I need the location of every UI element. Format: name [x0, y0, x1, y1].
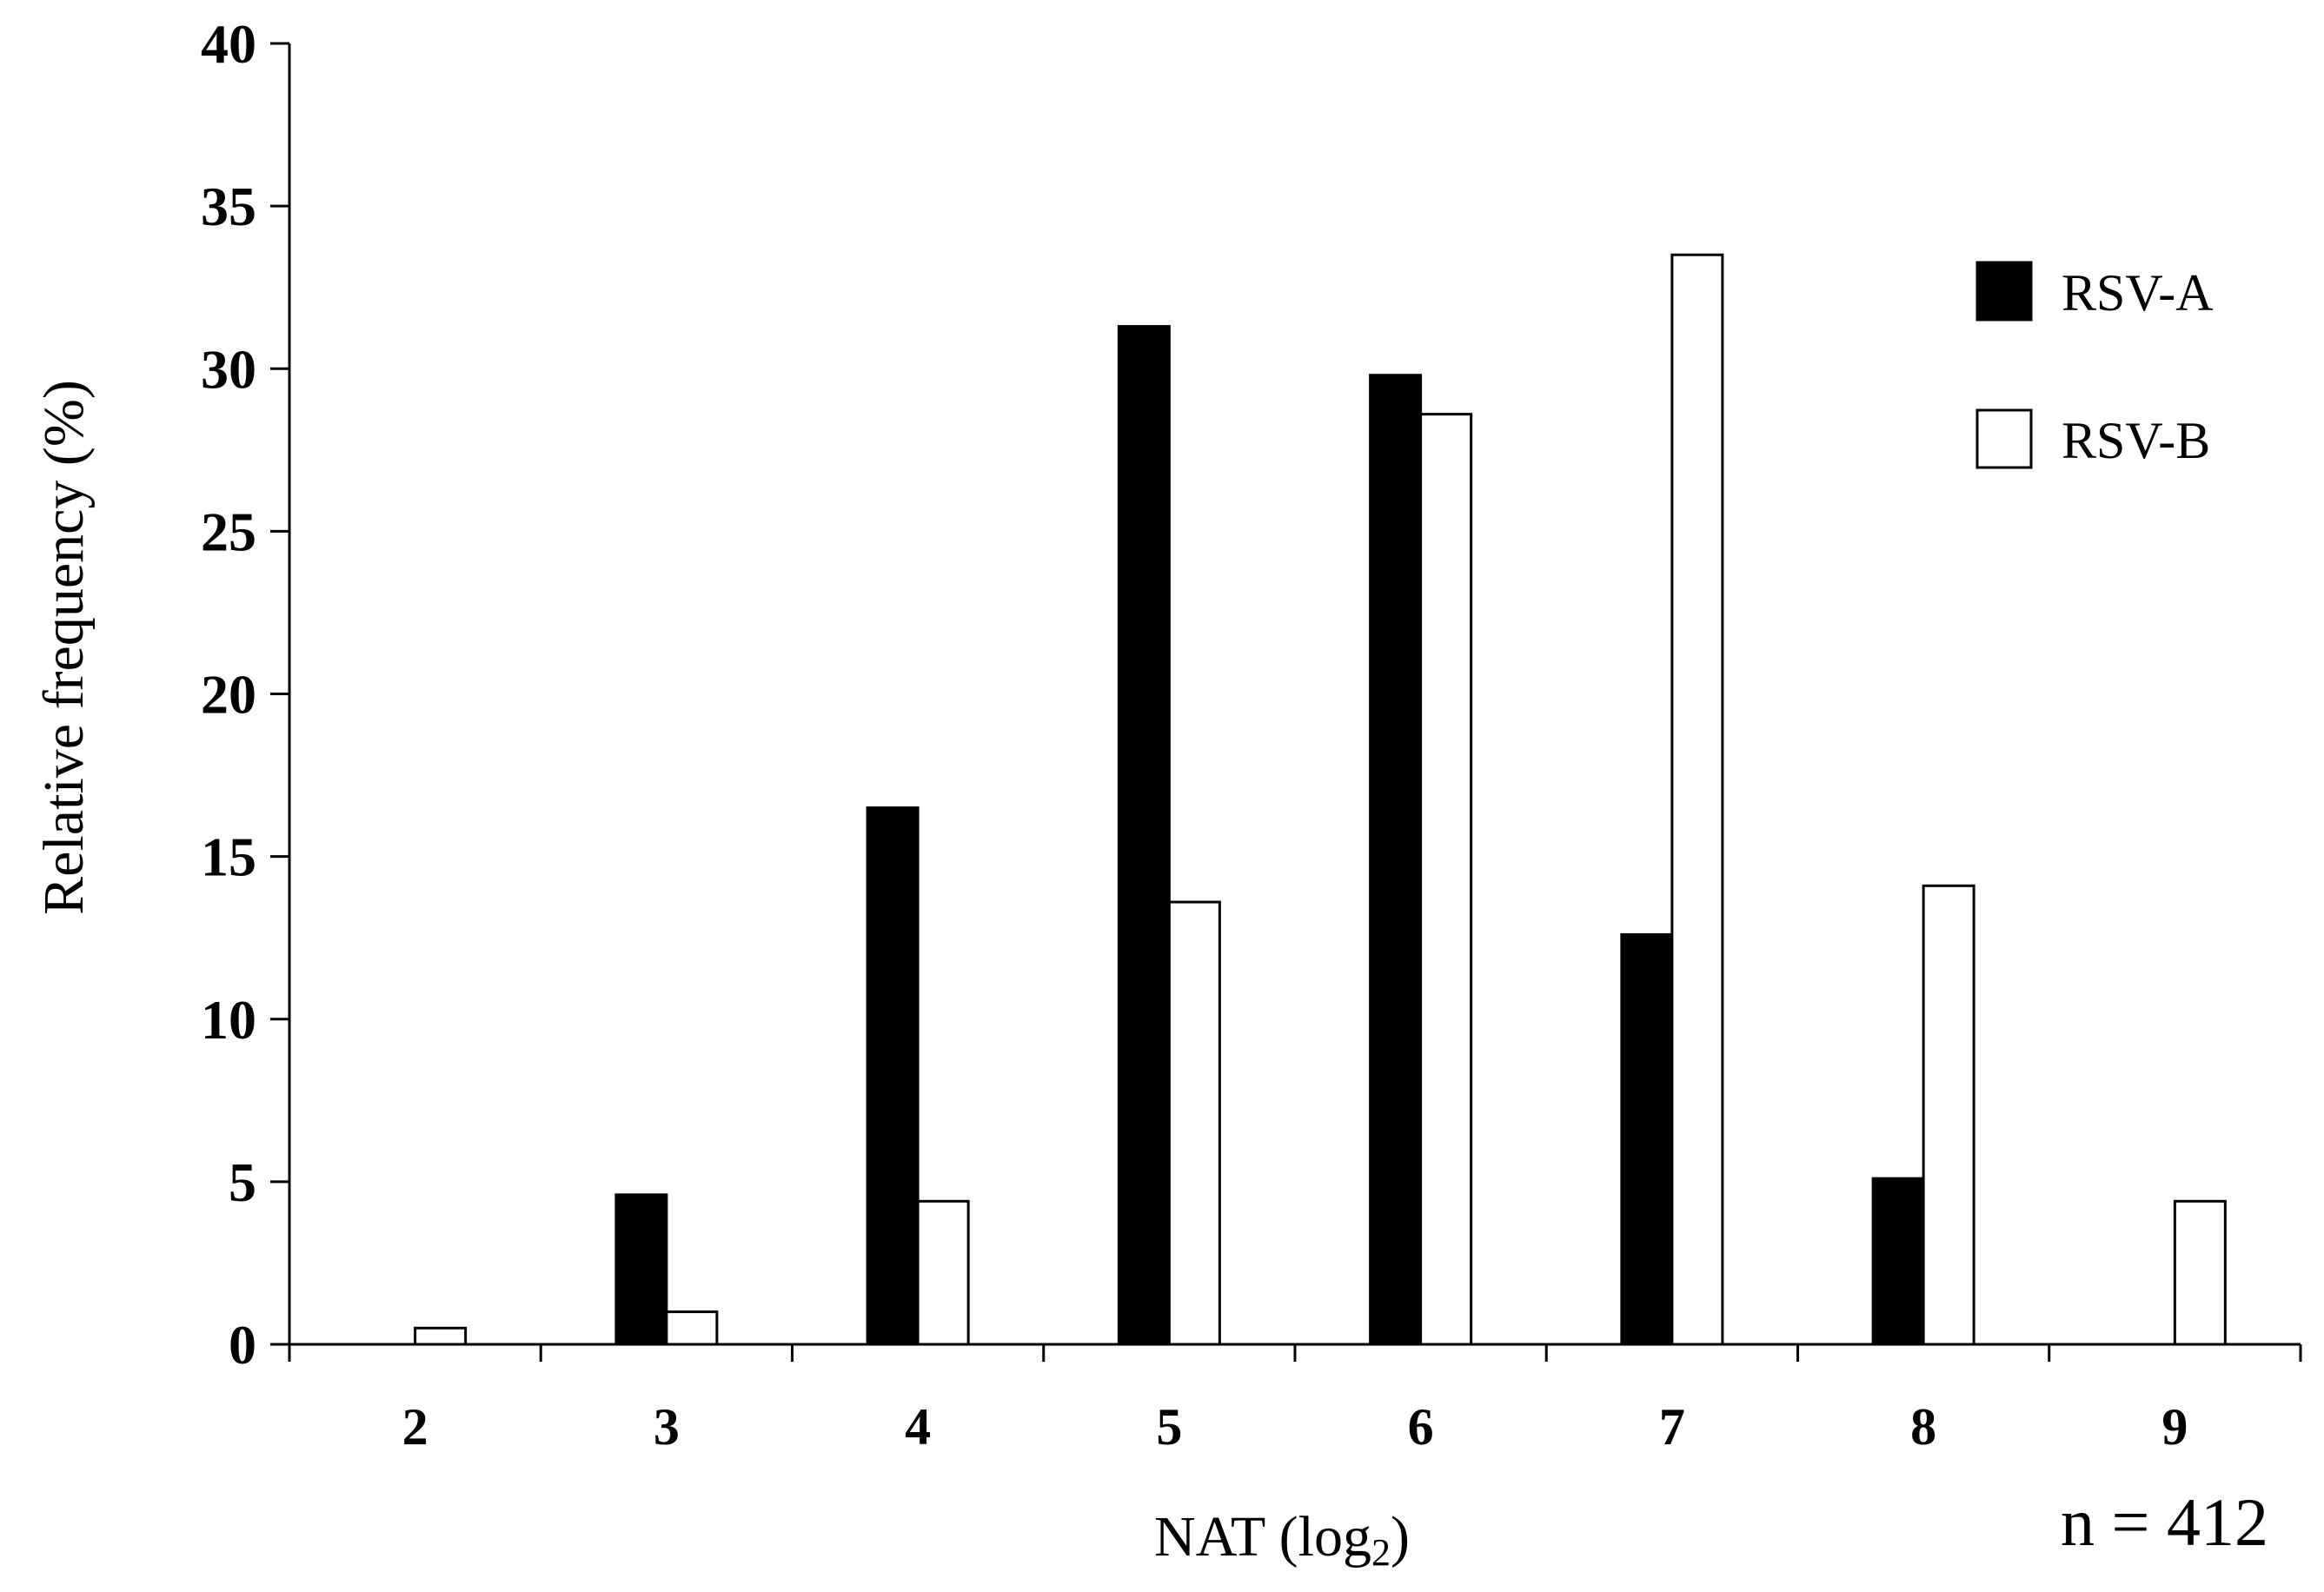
legend: RSV-A RSV-B — [1975, 261, 2214, 469]
bars-layer — [414, 253, 2227, 1346]
bar-rsv-b-3 — [665, 1310, 719, 1346]
x-tick-label-4: 4 — [905, 1398, 931, 1456]
axes-layer — [270, 42, 2302, 1362]
x-tick-label-7: 7 — [1659, 1398, 1685, 1456]
bar-rsv-a-8 — [1871, 1177, 1925, 1346]
bar-rsv-a-3 — [614, 1193, 668, 1346]
bar-rsv-a-4 — [866, 806, 920, 1346]
x-tick-label-5: 5 — [1156, 1398, 1182, 1456]
bar-rsv-b-5 — [1167, 900, 1221, 1346]
y-tick-label-5: 5 — [229, 1151, 256, 1213]
bar-rsv-b-6 — [1419, 413, 1473, 1346]
bar-rsv-b-2 — [414, 1326, 468, 1346]
y-tick-label-40: 40 — [201, 13, 256, 75]
legend-label-rsv-b: RSV-B — [2062, 412, 2210, 469]
legend-swatch-rsv-a — [1975, 261, 2033, 322]
x-axis-title-subscript: 2 — [1371, 1531, 1391, 1574]
bar-rsv-b-8 — [1922, 884, 1975, 1346]
y-tick-label-0: 0 — [229, 1314, 256, 1376]
y-tick-label-10: 10 — [201, 989, 256, 1051]
bar-rsv-b-9 — [2173, 1199, 2227, 1346]
legend-swatch-rsv-b — [1975, 408, 2033, 469]
legend-label-rsv-a: RSV-A — [2062, 264, 2214, 322]
x-tick-label-2: 2 — [402, 1398, 428, 1456]
x-tick-label-6: 6 — [1408, 1398, 1434, 1456]
y-axis-title: Relative frequency (%) — [32, 380, 96, 915]
x-axis-title: NAT (log2) — [1154, 1505, 1410, 1574]
x-tick-label-3: 3 — [654, 1398, 680, 1456]
bar-rsv-b-7 — [1670, 253, 1724, 1346]
x-axis-title-suffix: ) — [1391, 1505, 1410, 1569]
x-axis-title-main: NAT (log — [1154, 1505, 1371, 1569]
y-tick-label-15: 15 — [201, 826, 256, 888]
bar-rsv-a-6 — [1369, 374, 1423, 1346]
y-tick-label-25: 25 — [201, 501, 256, 562]
x-tick-label-8: 8 — [1910, 1398, 1936, 1456]
x-tick-label-9: 9 — [2161, 1398, 2188, 1456]
bar-rsv-b-4 — [916, 1199, 970, 1346]
bar-rsv-a-5 — [1117, 325, 1171, 1346]
y-tick-label-35: 35 — [201, 176, 256, 237]
y-tick-label-30: 30 — [201, 338, 256, 400]
bar-rsv-a-7 — [1620, 932, 1674, 1346]
sample-size-annotation: n = 412 — [2061, 1484, 2268, 1560]
y-tick-label-20: 20 — [201, 664, 256, 726]
